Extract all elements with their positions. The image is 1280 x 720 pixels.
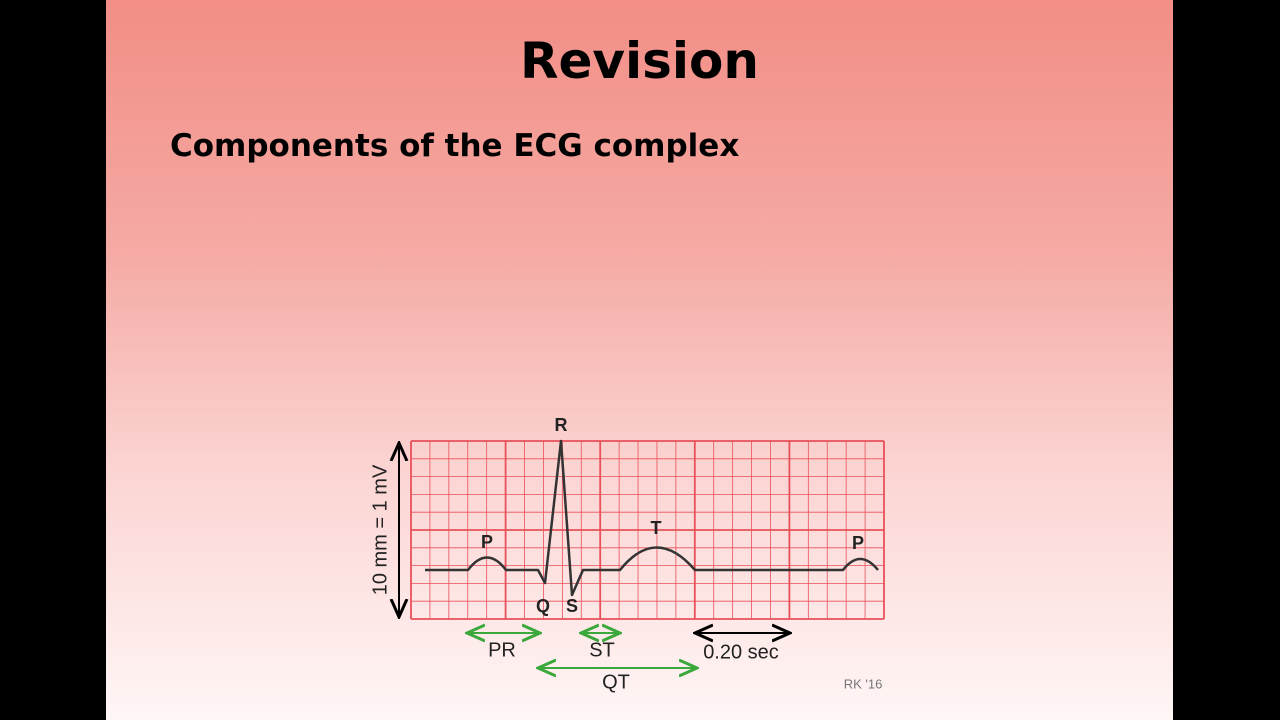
slide: Revision Components of the ECG complex	[106, 0, 1173, 720]
slide-title: Revision	[520, 32, 759, 90]
wave-label: P	[481, 532, 493, 552]
interval-label: ST	[589, 639, 615, 661]
wave-label: S	[566, 596, 578, 616]
credit: RK '16	[844, 676, 883, 691]
ecg-trace	[425, 439, 879, 597]
wave-label: P	[852, 533, 864, 553]
interval-label: PR	[488, 639, 516, 661]
ecg-grid	[410, 440, 885, 620]
wave-label: R	[555, 415, 568, 435]
scale-label: 10 mm = 1 mV	[369, 464, 391, 595]
interval-label: 0.20 sec	[703, 641, 779, 663]
wave-label: T	[651, 518, 662, 538]
wave-label: Q	[536, 596, 550, 616]
slide-subtitle: Components of the ECG complex	[170, 128, 740, 164]
interval-label: QT	[602, 671, 630, 693]
